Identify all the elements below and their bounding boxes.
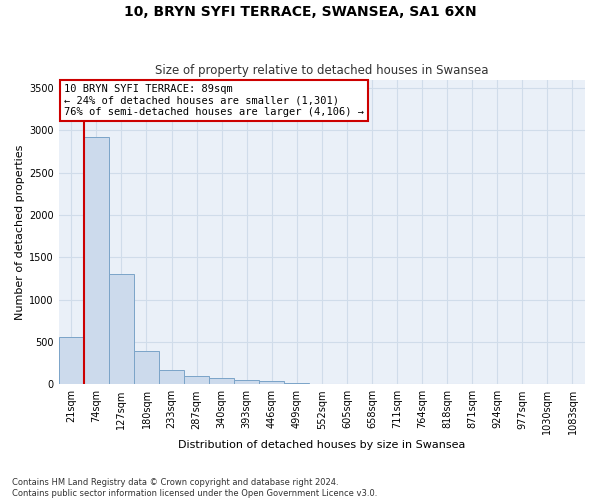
Bar <box>184 376 209 384</box>
Bar <box>59 337 84 384</box>
Text: 10, BRYN SYFI TERRACE, SWANSEA, SA1 6XN: 10, BRYN SYFI TERRACE, SWANSEA, SA1 6XN <box>124 5 476 19</box>
Bar <box>234 380 259 384</box>
Bar <box>209 378 234 384</box>
Bar <box>259 380 284 384</box>
X-axis label: Distribution of detached houses by size in Swansea: Distribution of detached houses by size … <box>178 440 466 450</box>
Bar <box>159 370 184 384</box>
Bar <box>134 351 159 384</box>
Bar <box>84 137 109 384</box>
Title: Size of property relative to detached houses in Swansea: Size of property relative to detached ho… <box>155 64 488 77</box>
Text: 10 BRYN SYFI TERRACE: 89sqm
← 24% of detached houses are smaller (1,301)
76% of : 10 BRYN SYFI TERRACE: 89sqm ← 24% of det… <box>64 84 364 117</box>
Y-axis label: Number of detached properties: Number of detached properties <box>15 144 25 320</box>
Bar <box>109 274 134 384</box>
Text: Contains HM Land Registry data © Crown copyright and database right 2024.
Contai: Contains HM Land Registry data © Crown c… <box>12 478 377 498</box>
